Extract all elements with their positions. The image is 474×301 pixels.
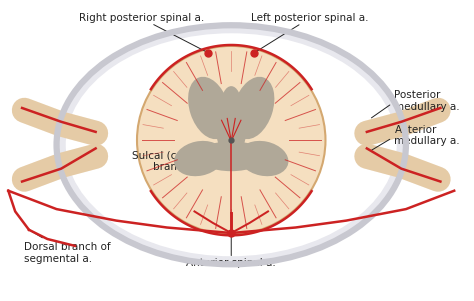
Text: Anterior
medullary a.: Anterior medullary a. <box>394 125 460 146</box>
Ellipse shape <box>197 141 266 171</box>
Ellipse shape <box>58 26 405 263</box>
Text: Anterior spinal a.: Anterior spinal a. <box>186 236 276 268</box>
Ellipse shape <box>66 33 397 256</box>
Ellipse shape <box>188 77 230 139</box>
Ellipse shape <box>216 106 246 156</box>
Ellipse shape <box>221 86 242 125</box>
Text: Left posterior spinal a.: Left posterior spinal a. <box>251 13 368 51</box>
Text: Dorsal branch of
segmental a.: Dorsal branch of segmental a. <box>24 231 111 264</box>
Text: Right posterior spinal a.: Right posterior spinal a. <box>79 13 206 51</box>
Text: Sulcal (central)
branch: Sulcal (central) branch <box>132 148 228 172</box>
Circle shape <box>137 46 326 234</box>
Text: Posterior
medullary a.: Posterior medullary a. <box>394 90 460 112</box>
Ellipse shape <box>174 141 224 176</box>
Ellipse shape <box>238 141 288 176</box>
Ellipse shape <box>232 77 274 139</box>
